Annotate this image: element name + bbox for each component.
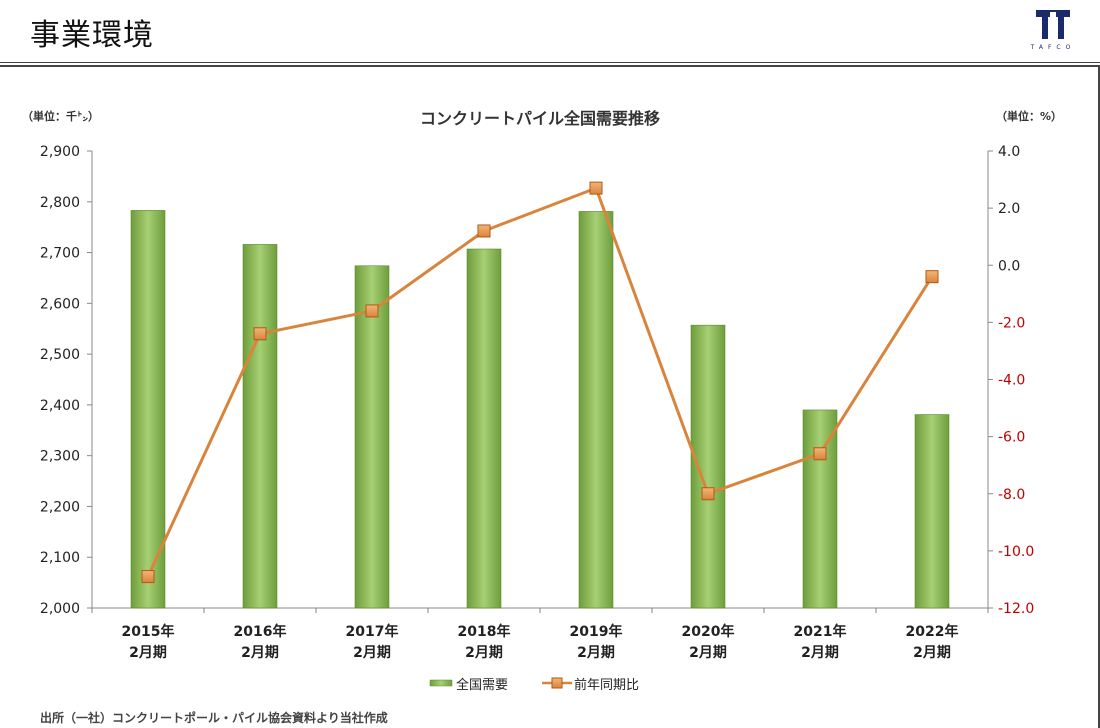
y-right-tick-label: 2.0 — [998, 201, 1020, 217]
category-label-year: 2016年 — [234, 623, 287, 640]
demand-chart: （単位：千㌧） （単位：%） コンクリートパイル全国需要推移 2,000 2,10… — [22, 109, 1062, 693]
legend: 全国需要 前年同期比 — [429, 677, 639, 693]
category-label-year: 2017年 — [346, 623, 399, 640]
line-point — [925, 270, 939, 284]
bar-mark — [802, 409, 838, 609]
line-path — [146, 186, 934, 578]
bar-mark — [578, 211, 614, 609]
line-series — [141, 181, 939, 584]
line-point — [813, 447, 827, 461]
line-point — [701, 487, 715, 501]
page-header: 事業環境 TAFCO — [0, 0, 1100, 64]
category-label-period: 2月期 — [353, 645, 391, 661]
category-label-year: 2022年 — [906, 623, 959, 640]
logo-text: TAFCO — [1030, 44, 1076, 51]
y-right-tick-label: -6.0 — [998, 430, 1025, 446]
category-label-period: 2月期 — [129, 645, 167, 661]
tafco-logo-icon — [1036, 10, 1070, 39]
y-left-tick-label: 2,000 — [40, 601, 80, 617]
y-left-tick-label: 2,900 — [40, 144, 80, 160]
y-right-unit: （単位：%） — [996, 109, 1062, 123]
header-rule-double — [0, 65, 1100, 67]
legend-label-yoy: 前年同期比 — [574, 677, 639, 693]
y-left-unit: （単位：千㌧） — [22, 109, 99, 123]
legend-marker-swatch — [551, 677, 563, 689]
header-rule — [0, 62, 1100, 63]
bar-mark — [914, 414, 950, 609]
chart-title: コンクリートパイル全国需要推移 — [420, 109, 660, 128]
page-title: 事業環境 — [30, 18, 154, 53]
bar-mark — [466, 248, 502, 609]
y-left-tick-label: 2,800 — [40, 195, 80, 211]
y-left-tick-label: 2,100 — [40, 550, 80, 566]
category-label-period: 2月期 — [689, 645, 727, 661]
y-right-tick-label: -4.0 — [998, 373, 1025, 389]
line-point — [253, 327, 267, 341]
y-left-tick-label: 2,200 — [40, 499, 80, 515]
category-label-period: 2月期 — [577, 645, 615, 661]
y-right-tick-label: -10.0 — [998, 544, 1034, 560]
category-label-year: 2019年 — [570, 623, 623, 640]
y-left-tick-label: 2,600 — [40, 296, 80, 312]
y-left-tick-label: 2,300 — [40, 449, 80, 465]
category-label-period: 2月期 — [241, 645, 279, 661]
bar-mark — [354, 265, 390, 609]
line-point — [477, 224, 491, 238]
category-labels: 2015年 2月期 2016年 2月期 2017年 2月期 2018年 2月期 2019年 2月期… — [122, 623, 959, 661]
legend-label-demand: 全国需要 — [456, 677, 508, 693]
y-right-tick-label: -2.0 — [998, 315, 1025, 331]
category-label-year: 2021年 — [794, 623, 847, 640]
y-right-tick-label: -8.0 — [998, 487, 1025, 503]
legend-item-yoy: 前年同期比 — [542, 677, 639, 693]
category-label-year: 2020年 — [682, 623, 735, 640]
bar-mark — [130, 210, 166, 609]
category-label-period: 2月期 — [913, 645, 951, 661]
line-point — [365, 304, 379, 318]
bar-mark — [690, 324, 726, 609]
source-footnote: 出所（一社）コンクリートポール・パイル協会資料より当社作成 — [40, 711, 388, 725]
y-left-tick-label: 2,400 — [40, 398, 80, 414]
bar-series — [130, 210, 950, 609]
bar-mark — [242, 244, 278, 609]
category-label-year: 2015年 — [122, 623, 175, 640]
category-label-period: 2月期 — [801, 645, 839, 661]
y-right-tick-label: 0.0 — [998, 258, 1020, 274]
legend-item-demand: 全国需要 — [429, 677, 508, 693]
axes: 2,000 2,100 2,200 2,300 2,400 2,500 2,600 2,700… — [40, 144, 1034, 617]
category-label-year: 2018年 — [458, 623, 511, 640]
category-label-period: 2月期 — [465, 645, 503, 661]
right-border — [1098, 66, 1100, 728]
line-point — [589, 181, 603, 195]
legend-bar-swatch — [429, 679, 453, 687]
y-left-tick-label: 2,700 — [40, 246, 80, 262]
y-right-tick-label: -12.0 — [998, 601, 1034, 617]
y-left-tick-label: 2,500 — [40, 347, 80, 363]
y-right-tick-label: 4.0 — [998, 144, 1020, 160]
company-logo: TAFCO — [1018, 8, 1088, 54]
line-point — [141, 570, 155, 584]
